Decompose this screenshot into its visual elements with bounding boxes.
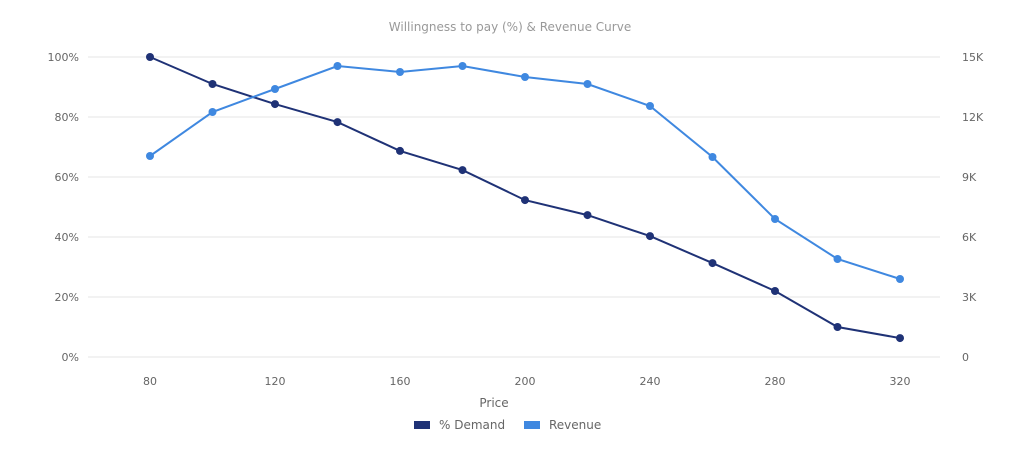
x-tick-label: 80 — [143, 375, 157, 388]
data-point-revenue — [646, 102, 654, 110]
data-point-revenue — [833, 255, 842, 263]
data-point-revenue — [396, 68, 404, 76]
data-point-revenue — [771, 215, 779, 223]
legend-swatch-revenue — [524, 421, 540, 429]
data-point-revenue — [583, 80, 592, 88]
data-point-revenue — [146, 152, 154, 160]
data-point-revenue — [271, 85, 279, 93]
y-right-tick-label: 3K — [962, 291, 977, 304]
data-point-demand — [208, 80, 217, 88]
data-point-demand — [896, 334, 904, 343]
x-tick-label: 200 — [515, 375, 536, 388]
data-point-demand — [521, 196, 529, 205]
legend-label-demand: % Demand — [439, 418, 505, 432]
y-left-tick-label: 100% — [48, 51, 79, 64]
data-point-demand — [146, 53, 154, 61]
x-tick-label: 240 — [640, 375, 661, 388]
data-point-demand — [333, 118, 342, 127]
y-left-tick-label: 80% — [55, 111, 79, 124]
legend-label-revenue: Revenue — [549, 418, 601, 432]
chart-title: Willingness to pay (%) & Revenue Curve — [389, 20, 631, 34]
x-axis-label: Price — [479, 396, 508, 410]
series-line-revenue — [149, 64, 901, 280]
x-tick-label: 320 — [890, 375, 911, 388]
legend: % Demand Revenue — [414, 418, 601, 432]
data-point-revenue — [458, 62, 467, 70]
data-point-revenue — [521, 73, 529, 81]
y-left-tick-label: 60% — [55, 171, 79, 184]
data-point-revenue — [208, 108, 217, 116]
data-point-demand — [646, 232, 654, 241]
x-tick-label: 280 — [765, 375, 786, 388]
data-point-revenue — [708, 153, 717, 161]
data-point-demand — [583, 211, 592, 220]
x-tick-label: 160 — [390, 375, 411, 388]
data-point-demand — [708, 259, 717, 268]
y-right-tick-label: 12K — [962, 111, 984, 124]
x-tick-label: 120 — [265, 375, 286, 388]
y-left-tick-label: 20% — [55, 291, 79, 304]
data-point-demand — [458, 166, 467, 175]
data-point-demand — [833, 323, 842, 331]
data-point-demand — [771, 287, 779, 295]
legend-swatch-demand — [414, 421, 430, 429]
y-right-tick-label: 6K — [962, 231, 977, 244]
data-point-demand — [271, 100, 279, 109]
y-right-tick-label: 9K — [962, 171, 977, 184]
data-point-revenue — [896, 275, 904, 283]
y-left-tick-label: 0% — [62, 351, 79, 364]
data-point-revenue — [333, 62, 342, 70]
y-right-tick-label: 15K — [962, 51, 984, 64]
y-left-tick-label: 40% — [55, 231, 79, 244]
y-right-tick-label: 0 — [962, 351, 969, 364]
data-point-demand — [396, 146, 404, 155]
